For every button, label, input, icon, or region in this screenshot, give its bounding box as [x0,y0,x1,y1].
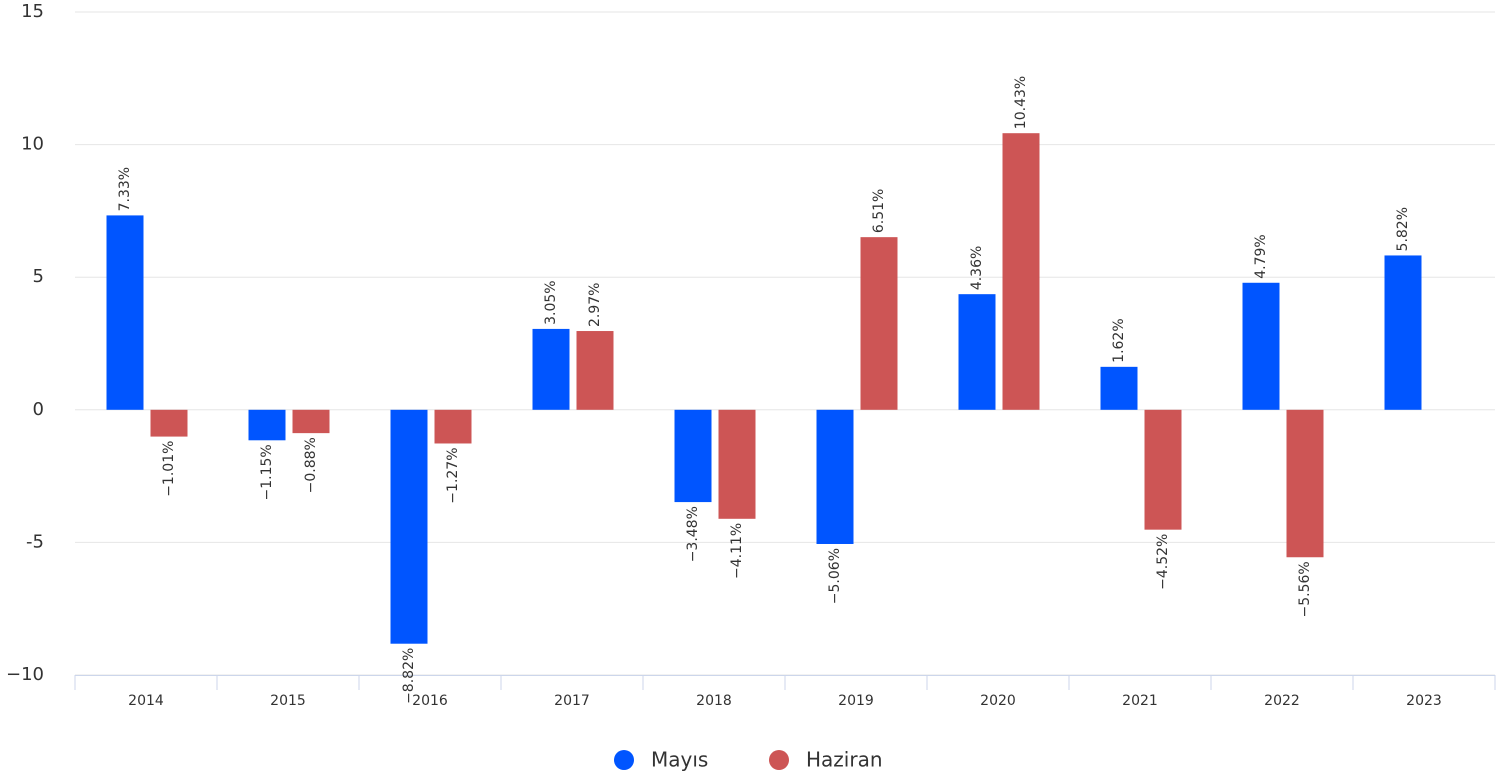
bar [390,409,428,644]
y-tick-label: 0 [33,399,44,420]
x-tick-label: 2020 [980,693,1016,709]
data-label: 1.62% [1111,318,1127,362]
bar [248,409,286,441]
data-label: 10.43% [1013,76,1029,129]
x-tick-label: 2017 [554,693,590,709]
bar [860,237,898,410]
x-tick-label: 2015 [270,693,306,709]
bar [576,331,614,410]
bar [434,409,472,444]
x-tick-label: 2023 [1406,693,1442,709]
bar [150,409,188,437]
y-tick-label: -5 [26,531,44,552]
x-tick-label: 2016 [412,693,448,709]
x-tick-label: 2014 [128,693,164,709]
bar [1286,409,1324,558]
data-label: −8.82% [401,648,417,704]
legend-label: Haziran [806,748,883,772]
legend-marker [614,750,634,770]
bar [816,409,854,544]
x-tick-label: 2021 [1122,693,1158,709]
y-tick-label: 5 [33,266,44,287]
data-label: 4.79% [1253,234,1269,278]
data-label: −0.88% [303,437,319,493]
data-label: 6.51% [871,189,887,233]
data-label: 2.97% [587,283,603,327]
y-tick-label: −10 [6,664,44,685]
data-label: −1.01% [161,441,177,497]
legend-marker [769,750,789,770]
bar [674,409,712,503]
bar [532,328,570,410]
data-label: −1.15% [259,444,275,500]
y-tick-label: 10 [21,134,44,155]
data-label: −4.11% [729,523,745,579]
data-label: −4.52% [1155,534,1171,590]
data-label: 5.82% [1395,207,1411,251]
bar [1384,255,1422,410]
data-label: −5.56% [1297,561,1313,617]
bar [1002,133,1040,410]
x-tick-label: 2019 [838,693,874,709]
y-tick-label: 15 [21,1,44,22]
data-label: 4.36% [969,246,985,290]
bar [1242,282,1280,410]
data-label: −5.06% [827,548,843,604]
legend-label: Mayıs [651,748,708,772]
bar [958,294,996,410]
bar [718,409,756,519]
bar [292,409,330,434]
data-label: 3.05% [543,280,559,324]
bar [1144,409,1182,530]
bar [106,215,144,410]
data-label: 7.33% [117,167,133,211]
bar [1100,366,1138,410]
x-tick-label: 2018 [696,693,732,709]
data-label: −3.48% [685,506,701,562]
data-label: −1.27% [445,447,461,503]
x-tick-label: 2022 [1264,693,1300,709]
